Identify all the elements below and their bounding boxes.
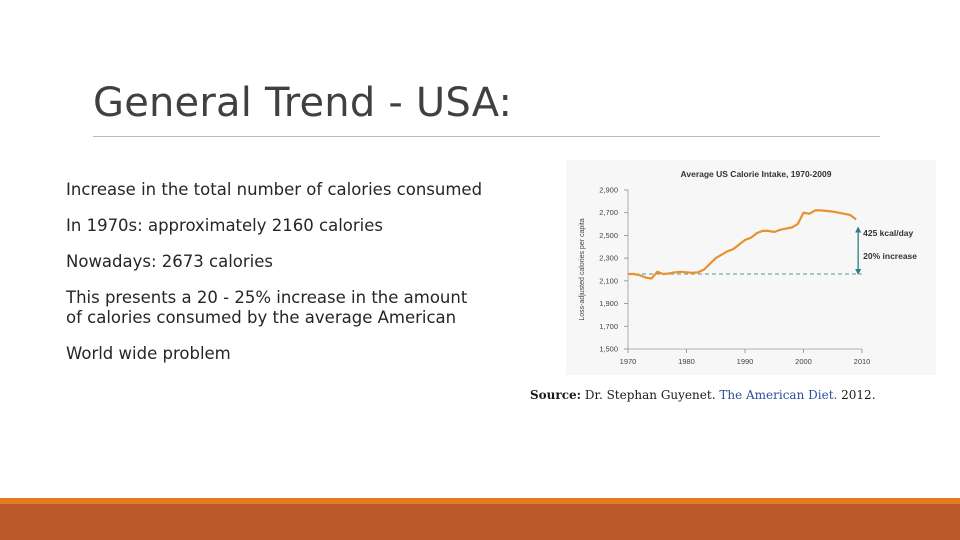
y-tick-label: 2,100 — [599, 276, 618, 285]
source-year: 2012. — [841, 388, 876, 402]
calorie-series-line — [628, 209, 857, 280]
x-tick-label: 1990 — [737, 357, 754, 366]
y-tick-label: 1,500 — [599, 345, 618, 354]
x-tick-label: 2010 — [854, 357, 871, 366]
bullet-item: Increase in the total number of calories… — [66, 180, 483, 199]
bullet-item: Nowadays: 2673 calories — [66, 252, 274, 271]
chart-title: Average US Calorie Intake, 1970-2009 — [681, 169, 832, 179]
source-citation: Source: Dr. Stephan Guyenet. The America… — [530, 388, 876, 402]
bullet-list: Increase in the total number of calories… — [66, 180, 486, 380]
footer-bar — [0, 504, 960, 540]
annotation-kcal: 425 kcal/day — [863, 228, 913, 238]
bullet-item: This presents a 20 - 25% increase in the… — [66, 288, 468, 327]
increase-arrow-head-up — [855, 226, 862, 233]
y-axis-label: Loss-adjusted calories per capita — [579, 218, 586, 320]
y-tick-label: 1,700 — [599, 322, 618, 331]
source-author: Dr. Stephan Guyenet. — [584, 388, 716, 402]
footer-accent-bar — [0, 498, 960, 504]
x-tick-label: 1970 — [620, 357, 637, 366]
y-tick-label: 2,500 — [599, 231, 618, 240]
x-tick-label: 1980 — [678, 357, 695, 366]
y-tick-label: 2,900 — [599, 186, 618, 195]
title-divider — [93, 136, 880, 137]
increase-arrow-head-down — [855, 269, 862, 276]
source-link[interactable]: The American Diet. — [719, 388, 838, 402]
y-tick-label: 1,900 — [599, 299, 618, 308]
calorie-chart-image: Average US Calorie Intake, 1970-2009 Loss… — [566, 160, 936, 375]
x-tick-label: 2000 — [795, 357, 812, 366]
bullet-item: In 1970s: approximately 2160 calories — [66, 216, 383, 235]
slide-title: General Trend - USA: — [93, 80, 513, 126]
y-tick-label: 2,700 — [599, 208, 618, 217]
calorie-chart: Average US Calorie Intake, 1970-2009 Loss… — [579, 169, 917, 366]
source-label: Source: — [530, 388, 582, 402]
annotation-percent: 20% increase — [863, 251, 917, 261]
y-tick-label: 2,300 — [599, 254, 618, 263]
bullet-item: World wide problem — [66, 344, 231, 363]
